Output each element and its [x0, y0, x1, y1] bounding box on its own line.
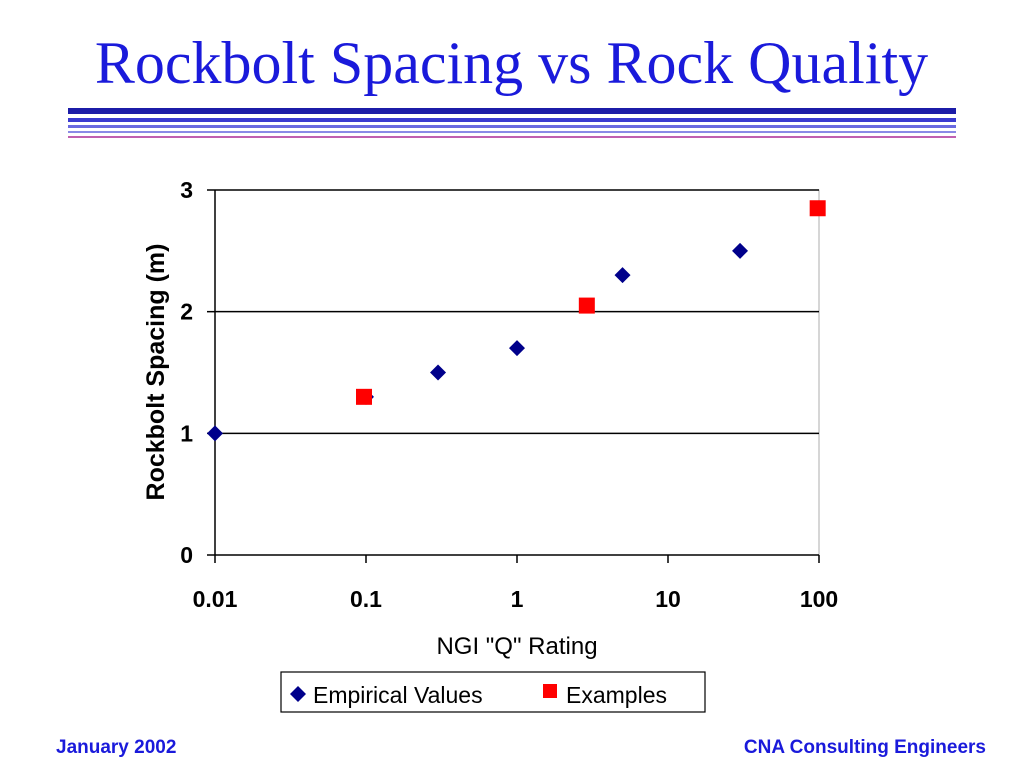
x-tick-label: 10 — [655, 586, 681, 612]
title-rule-5 — [68, 136, 956, 138]
data-point-example — [578, 297, 595, 314]
plot-area — [214, 189, 820, 556]
y-tick-label: 3 — [180, 177, 193, 203]
data-point-empirical — [207, 425, 223, 442]
legend-square-marker — [543, 684, 557, 698]
data-point-empirical — [614, 267, 631, 284]
chart-legend: Empirical Values Examples — [280, 671, 706, 713]
title-rule-1 — [68, 108, 956, 114]
scatter-chart: 0 1 2 3 0.01 0.1 1 10 100 Rockbolt Spacing (m) N… — [142, 177, 838, 713]
data-point-empirical — [430, 364, 447, 381]
x-tick-label: 0.1 — [350, 586, 382, 612]
data-point-empirical — [509, 340, 525, 357]
title-rule-3 — [68, 125, 956, 128]
x-tick-label: 100 — [800, 586, 838, 612]
y-tick-label: 1 — [180, 420, 193, 446]
legend-empirical-label: Empirical Values — [313, 682, 483, 708]
slide-title: Rockbolt Spacing vs Rock Quality — [94, 30, 929, 96]
y-axis-label: Rockbolt Spacing (m) — [142, 244, 170, 501]
data-point-empirical — [732, 242, 749, 259]
data-point-example — [809, 200, 826, 217]
data-point-example — [356, 388, 373, 405]
x-tick-label: 0.01 — [193, 586, 238, 612]
x-tick-label: 1 — [511, 586, 524, 612]
footer-company: CNA Consulting Engineers — [743, 737, 986, 758]
legend-diamond-marker — [290, 686, 306, 702]
y-tick-label: 2 — [180, 299, 193, 325]
title-rule-4 — [68, 131, 956, 133]
y-tick-label: 0 — [180, 542, 193, 568]
title-rule-2 — [68, 118, 956, 122]
footer-date: January 2002 — [56, 737, 177, 758]
x-axis-label: NGI "Q" Rating — [436, 633, 597, 660]
legend-box — [280, 671, 706, 713]
legend-examples-label: Examples — [566, 682, 667, 708]
